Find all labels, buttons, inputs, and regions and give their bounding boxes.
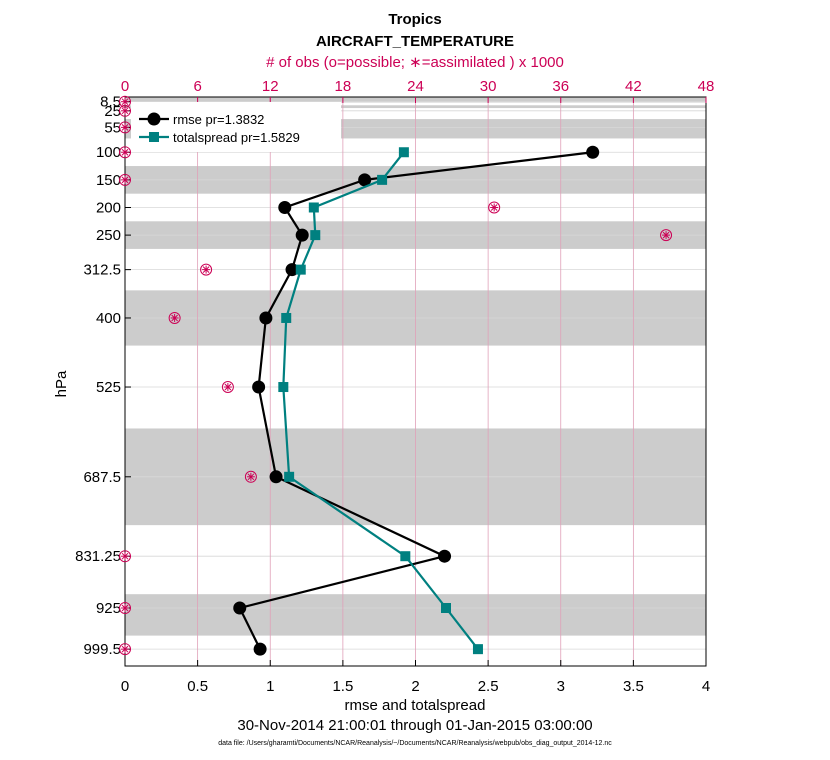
obs-possible-marker xyxy=(119,104,131,117)
obs-assimilated-marker xyxy=(490,203,499,212)
top-tick-label: 0 xyxy=(121,78,129,95)
totalspread-marker xyxy=(377,174,388,185)
rmse-marker xyxy=(358,173,372,187)
top-tick-label: 48 xyxy=(698,78,715,95)
totalspread-marker xyxy=(284,471,295,482)
y-tick-label: 8.5 xyxy=(100,94,121,111)
y-tick-label: 200 xyxy=(96,199,121,216)
rmse-marker xyxy=(259,311,273,325)
obs-assimilated-marker xyxy=(121,645,129,654)
obs-possible-marker xyxy=(119,550,131,563)
totalspread-marker xyxy=(310,230,321,241)
time-range: 30-Nov-2014 21:00:01 through 01-Jan-2015… xyxy=(237,717,592,734)
obs-possible-marker xyxy=(488,201,501,214)
chart-title: Tropics xyxy=(388,11,441,28)
x-tick-label: 2 xyxy=(411,678,419,695)
x-tick-label: 3.5 xyxy=(623,678,644,695)
obs-possible-marker xyxy=(244,470,257,483)
obs-assimilated-marker xyxy=(202,265,211,274)
legend-label: totalspread pr=1.5829 xyxy=(173,130,300,145)
obs-assimilated-marker xyxy=(121,148,129,157)
obs-assimilated-marker xyxy=(170,313,179,322)
obs-assimilated-marker xyxy=(662,231,671,240)
x-tick-label: 0 xyxy=(121,678,129,695)
x-axis-label: rmse and totalspread xyxy=(345,697,486,714)
legend: rmse pr=1.3832 totalspread pr=1.5829 xyxy=(131,102,341,152)
rmse-marker xyxy=(586,145,600,159)
y-tick-label: 250 xyxy=(96,227,121,244)
legend-rmse-marker xyxy=(147,112,161,126)
x-tick-label: 2.5 xyxy=(478,678,499,695)
totalspread-marker xyxy=(398,147,409,158)
data-file-footnote: data file: /Users/gharamti/Documents/NCA… xyxy=(218,740,612,747)
obs-possible-marker xyxy=(200,263,213,276)
rmse-marker xyxy=(233,601,247,615)
rmse-marker xyxy=(252,380,266,394)
top-tick-label: 6 xyxy=(193,78,201,95)
top-tick-label: 24 xyxy=(407,78,424,95)
obs-possible-marker xyxy=(119,643,131,656)
obs-assimilated-marker xyxy=(121,123,129,132)
obs-possible-marker xyxy=(119,121,131,134)
y-tick-label: 525 xyxy=(96,379,121,396)
x-tick-label: 0.5 xyxy=(187,678,208,695)
y-tick-label: 312.5 xyxy=(83,262,121,279)
obs-possible-marker xyxy=(119,601,131,614)
legend-totalspread-marker xyxy=(149,132,159,142)
legend-box xyxy=(131,102,341,152)
x-tick-label: 1.5 xyxy=(332,678,353,695)
totalspread-marker xyxy=(441,602,452,613)
rmse-marker xyxy=(253,642,267,656)
obs-possible-marker xyxy=(119,146,131,159)
totalspread-marker xyxy=(295,264,306,275)
obs-assimilated-marker xyxy=(121,175,129,184)
obs-possible-marker xyxy=(660,229,673,242)
y-tick-label: 55 xyxy=(104,119,121,136)
obs-possible-marker xyxy=(119,173,131,186)
top-tick-label: 12 xyxy=(262,78,279,95)
y-tick-label: 925 xyxy=(96,600,121,617)
y-tick-label: 831.25 xyxy=(75,548,121,565)
obs-possible-marker xyxy=(221,381,234,394)
totalspread-marker xyxy=(278,382,289,393)
x-tick-label: 4 xyxy=(702,678,710,695)
rmse-marker xyxy=(285,263,299,277)
chart-subtitle: AIRCRAFT_TEMPERATURE xyxy=(316,33,514,50)
totalspread-marker xyxy=(472,644,483,655)
y-tick-label: 999.5 xyxy=(83,641,121,658)
y-tick-label: 400 xyxy=(96,310,121,327)
obs-assimilated-marker xyxy=(121,552,129,561)
plot-area: 0 0.5 1 1.5 2 2.5 3 3.5 4 0 6 12 18 24 30 36 42 48 8.52555… xyxy=(75,78,714,695)
y-tick-label: 100 xyxy=(96,144,121,161)
totalspread-marker xyxy=(308,202,319,213)
legend-label: rmse pr=1.3832 xyxy=(173,112,264,127)
totalspread-marker xyxy=(400,551,411,562)
top-tick-label: 30 xyxy=(480,78,497,95)
top-tick-label: 42 xyxy=(625,78,642,95)
obs-assimilated-marker xyxy=(246,472,255,481)
top-axis-label: # of obs (o=possible; ∗=assimilated ) x … xyxy=(266,54,564,71)
obs-assimilated-marker xyxy=(121,603,129,612)
obs-assimilated-marker xyxy=(121,106,129,115)
top-tick-label: 18 xyxy=(335,78,352,95)
y-axis-label: hPa xyxy=(53,370,70,397)
rmse-marker xyxy=(295,228,309,242)
obs-assimilated-marker xyxy=(223,383,232,392)
rmse-marker xyxy=(278,200,292,214)
y-tick-label: 150 xyxy=(96,172,121,189)
y-tick-label: 25 xyxy=(104,103,121,120)
top-tick-label: 36 xyxy=(552,78,569,95)
y-tick-label: 687.5 xyxy=(83,469,121,486)
x-tick-label: 3 xyxy=(557,678,565,695)
obs-possible-marker xyxy=(168,311,181,324)
totalspread-marker xyxy=(281,312,292,323)
rmse-marker xyxy=(269,470,283,484)
x-tick-label: 1 xyxy=(266,678,274,695)
obs-assimilated-marker xyxy=(121,97,129,106)
rmse-marker xyxy=(438,549,452,563)
